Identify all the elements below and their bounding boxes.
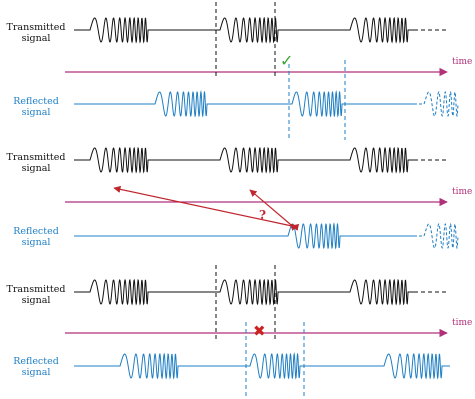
reflected-signal-2 [74, 222, 414, 250]
time-label-2: time [452, 187, 473, 197]
time-label-1: time [452, 57, 473, 67]
ambiguity-question-mark: ? [259, 208, 267, 222]
wrong-cross-icon: ✖ [253, 322, 266, 340]
reflected-label-1: Reflected signal [13, 96, 59, 118]
reflected-label-2: Reflected signal [13, 226, 59, 248]
transmitted-label-1: Transmitted signal [6, 22, 66, 44]
time-label-3: time [452, 318, 473, 328]
reflected-signal-3 [74, 352, 450, 380]
transmitted-label-3: Transmitted signal [6, 284, 66, 306]
panel-1 [65, 2, 448, 140]
reflected-next-echo-1 [414, 91, 459, 118]
transmitted-signal-2 [74, 146, 414, 174]
transmitted-label-2: Transmitted signal [6, 152, 66, 174]
reflected-label-3: Reflected signal [13, 356, 59, 378]
transmitted-signal-1 [74, 16, 414, 44]
transmitted-signal-3 [74, 278, 414, 306]
panel-2 [65, 146, 448, 250]
ambiguity-arrow-second [249, 189, 298, 231]
reflected-signal-1 [74, 90, 414, 118]
panel-3 [65, 265, 450, 397]
reflected-next-echo-2 [414, 223, 459, 250]
correct-check-icon: ✓ [280, 51, 294, 70]
